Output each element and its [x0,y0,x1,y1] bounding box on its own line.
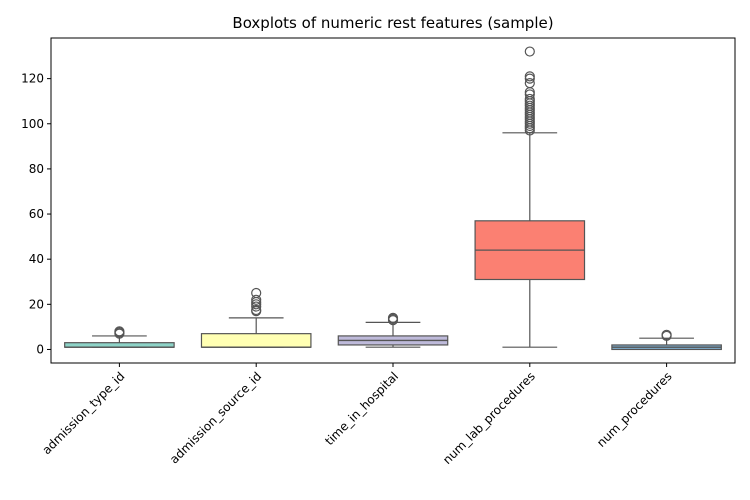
flier-point [251,294,262,305]
flier-point [387,312,399,323]
x-tick-label: admission_type_id [39,369,127,457]
y-tick-label: 40 [29,252,44,266]
y-tick-label: 80 [29,162,44,176]
flier-point [661,329,672,340]
x-tick-label: time_in_hospital [322,369,401,448]
axes-frame [50,37,736,364]
flier-point [524,87,535,98]
y-tick-label: 0 [36,342,44,356]
y-tick-label: 60 [29,207,44,221]
flier-point [251,287,262,299]
flier-point [524,46,535,57]
flier-point [524,78,535,89]
y-tick-label: 120 [21,72,44,86]
y-tick-label: 100 [21,117,44,131]
box-admission_source_id [200,333,312,348]
x-tick-label: num_procedures [594,369,675,450]
flier-point [524,71,535,82]
flier-point [251,304,262,316]
flier-point [524,93,535,105]
flier-point [114,326,125,337]
plot-area: 0 20 40 60 80 100 120 admission_type_id admissio… [21,46,722,467]
x-tick-label: admission_source_id [167,369,264,466]
x-tick-label: num_lab_procedures [440,369,538,467]
y-tick-label: 20 [29,297,44,311]
chart-title: Boxplots of numeric rest features (sampl… [232,14,553,32]
box-admission_type_id [64,342,175,348]
